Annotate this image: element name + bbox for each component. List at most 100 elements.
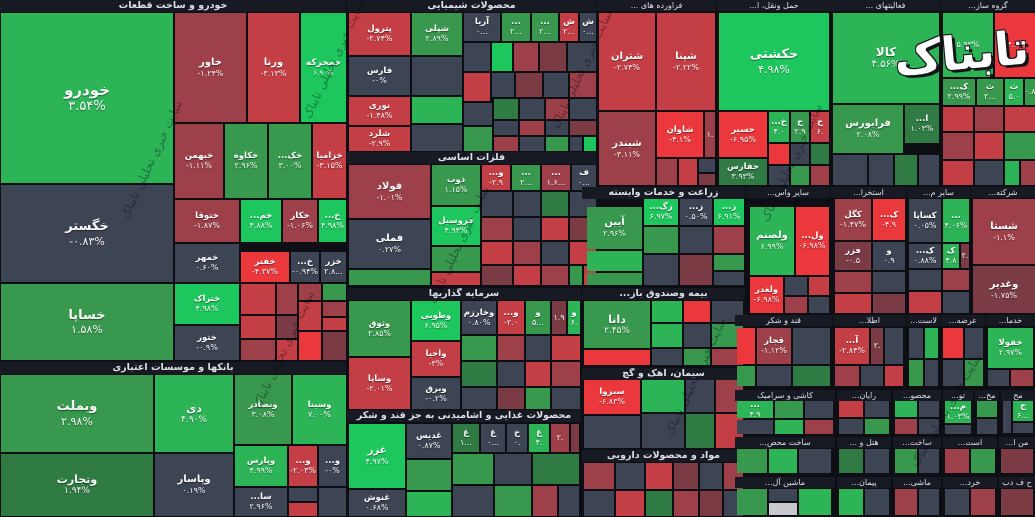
treemap-cell[interactable]	[699, 159, 715, 172]
treemap-cell[interactable]	[492, 73, 514, 97]
treemap-cell[interactable]	[861, 366, 883, 386]
treemap-cell[interactable]	[1005, 107, 1035, 131]
treemap-cell[interactable]	[570, 73, 596, 97]
treemap-cell[interactable]	[971, 449, 995, 473]
cell-خکاوه[interactable]: خکاوه ۲.۹۶%	[225, 124, 267, 198]
treemap-cell[interactable]	[919, 401, 939, 417]
treemap-cell[interactable]	[520, 121, 544, 135]
cell-کساپا[interactable]: کساپا ۰.۰۵%	[909, 199, 941, 242]
treemap-cell[interactable]	[865, 449, 889, 473]
treemap-cell[interactable]	[552, 336, 580, 360]
treemap-cell[interactable]	[975, 107, 1003, 131]
treemap-cell[interactable]	[570, 266, 582, 285]
treemap-cell[interactable]	[885, 328, 903, 364]
treemap-cell[interactable]	[835, 294, 871, 313]
cell-خفولا[interactable]: خفولا ۲.۹۷%	[988, 328, 1033, 368]
treemap-cell[interactable]	[646, 463, 672, 489]
cell-خ[interactable]: خ ۰.	[507, 424, 527, 452]
cell-وتجارت[interactable]: وتجارت ۱.۹۴%	[1, 454, 153, 516]
cell-فملی[interactable]: فملی ۰.۲۷%	[349, 220, 430, 268]
treemap-cell[interactable]	[432, 273, 480, 285]
cell-غ[interactable]: غ ۱...	[453, 424, 479, 452]
treemap-cell[interactable]	[945, 489, 969, 515]
cell-خگستر[interactable]: خگستر -۰.۸۳%	[1, 185, 173, 282]
treemap-cell[interactable]	[412, 97, 462, 123]
cell-خکار[interactable]: خکار -۱.۰۶%	[283, 200, 317, 242]
cell-value[interactable]: ۲.	[871, 328, 883, 364]
treemap-cell[interactable]	[462, 362, 496, 386]
cell-value[interactable]: -۴.۶%	[995, 13, 1035, 77]
treemap-cell[interactable]	[737, 449, 767, 473]
treemap-cell[interactable]	[988, 370, 1009, 386]
cell-و...[interactable]: و... -۲.۰	[498, 301, 524, 334]
treemap-cell[interactable]	[799, 449, 831, 473]
cell-غ[interactable]: غ ۴.	[529, 424, 549, 452]
cell-ک...[interactable]: ک... -۴.۹	[873, 199, 905, 240]
cell-دانا[interactable]: دانا ۲.۴۵%	[584, 301, 650, 348]
treemap-cell[interactable]	[971, 489, 995, 515]
cell-حسیر[interactable]: حسیر -۶.۹۵%	[719, 112, 767, 157]
treemap-cell[interactable]	[737, 366, 755, 386]
cell-ف[interactable]: ف ۰...	[572, 165, 596, 190]
treemap-cell[interactable]	[865, 489, 889, 515]
treemap-cell[interactable]	[873, 294, 905, 313]
cell-خساپا[interactable]: خساپا ۱.۵۸%	[1, 284, 173, 360]
treemap-cell[interactable]	[737, 489, 767, 515]
treemap-cell[interactable]	[793, 328, 830, 364]
cell-نوری[interactable]: نوری -۱.۴۸%	[349, 97, 410, 125]
treemap-cell[interactable]	[323, 284, 346, 300]
treemap-cell[interactable]	[674, 491, 698, 516]
treemap-cell[interactable]	[642, 380, 684, 412]
treemap-cell[interactable]	[542, 218, 568, 240]
treemap-cell[interactable]	[482, 266, 512, 285]
treemap-cell[interactable]	[714, 255, 744, 270]
cell-خمحرکه[interactable]: خمحرکه ۶.۹۰%	[301, 13, 346, 122]
treemap-cell[interactable]	[571, 424, 579, 452]
treemap-cell[interactable]	[865, 401, 889, 417]
treemap-cell[interactable]	[542, 192, 568, 216]
cell-فرابورس[interactable]: فرابورس ۲.۰۸%	[833, 105, 903, 153]
treemap-cell[interactable]	[494, 99, 518, 119]
cell-واحیا[interactable]: واحیا -۳%	[412, 342, 460, 376]
treemap-cell[interactable]	[570, 99, 596, 119]
treemap-cell[interactable]	[919, 155, 939, 185]
cell-وپارس[interactable]: وپارس ۴.۹۹%	[235, 446, 287, 486]
cell-خم...[interactable]: خم... ۴.۸۸%	[241, 200, 281, 242]
cell-سبزوا[interactable]: سبزوا -۶.۸۳%	[584, 380, 640, 414]
treemap-cell[interactable]	[943, 161, 973, 185]
treemap-cell[interactable]	[769, 449, 797, 473]
cell-شتران[interactable]: شتران -۲.۷۴%	[599, 13, 655, 110]
treemap-cell[interactable]	[482, 218, 512, 240]
treemap-cell[interactable]	[552, 362, 580, 386]
cell-وغدیر[interactable]: وغدیر -۱.۷۵%	[973, 266, 1035, 313]
treemap-cell[interactable]	[945, 449, 969, 473]
cell-ج[interactable]: ج ۶...	[1013, 401, 1033, 421]
treemap-cell[interactable]	[407, 492, 451, 516]
treemap-cell[interactable]	[769, 503, 797, 515]
cell-...[interactable]: ... ۱.۶...	[542, 165, 570, 190]
treemap-cell[interactable]	[533, 454, 579, 484]
treemap-cell[interactable]	[584, 350, 650, 365]
treemap-cell[interactable]	[811, 144, 829, 164]
treemap-cell[interactable]	[568, 43, 596, 71]
treemap-cell[interactable]	[587, 251, 642, 271]
cell-ولصنم[interactable]: ولصنم ۶.۹۹%	[750, 207, 794, 275]
treemap-cell[interactable]	[349, 270, 430, 285]
treemap-cell[interactable]	[909, 270, 941, 290]
cell-خبهمن[interactable]: خبهمن -۱.۱۱%	[175, 124, 223, 198]
treemap-cell[interactable]	[712, 324, 743, 347]
treemap-cell[interactable]	[526, 362, 550, 386]
cell-value[interactable]: ۲.	[961, 244, 969, 268]
treemap-cell[interactable]	[674, 463, 698, 489]
cell-شپنا[interactable]: شپنا -۲.۲۲%	[657, 13, 715, 110]
cell-ورنا[interactable]: ورنا -۳.۱۳%	[248, 13, 299, 122]
cell-شاوان[interactable]: شاوان -۴.۱%	[657, 112, 703, 157]
treemap-cell[interactable]	[464, 73, 490, 101]
treemap-cell[interactable]	[835, 272, 871, 292]
cell-قجار[interactable]: قجار -۱.۱۲%	[757, 328, 791, 364]
treemap-cell[interactable]	[464, 43, 490, 71]
treemap-cell[interactable]	[785, 277, 807, 295]
cell-...[interactable]: ... ۴.۹	[737, 401, 773, 418]
treemap-cell[interactable]	[925, 328, 938, 358]
treemap-cell[interactable]	[546, 121, 568, 135]
